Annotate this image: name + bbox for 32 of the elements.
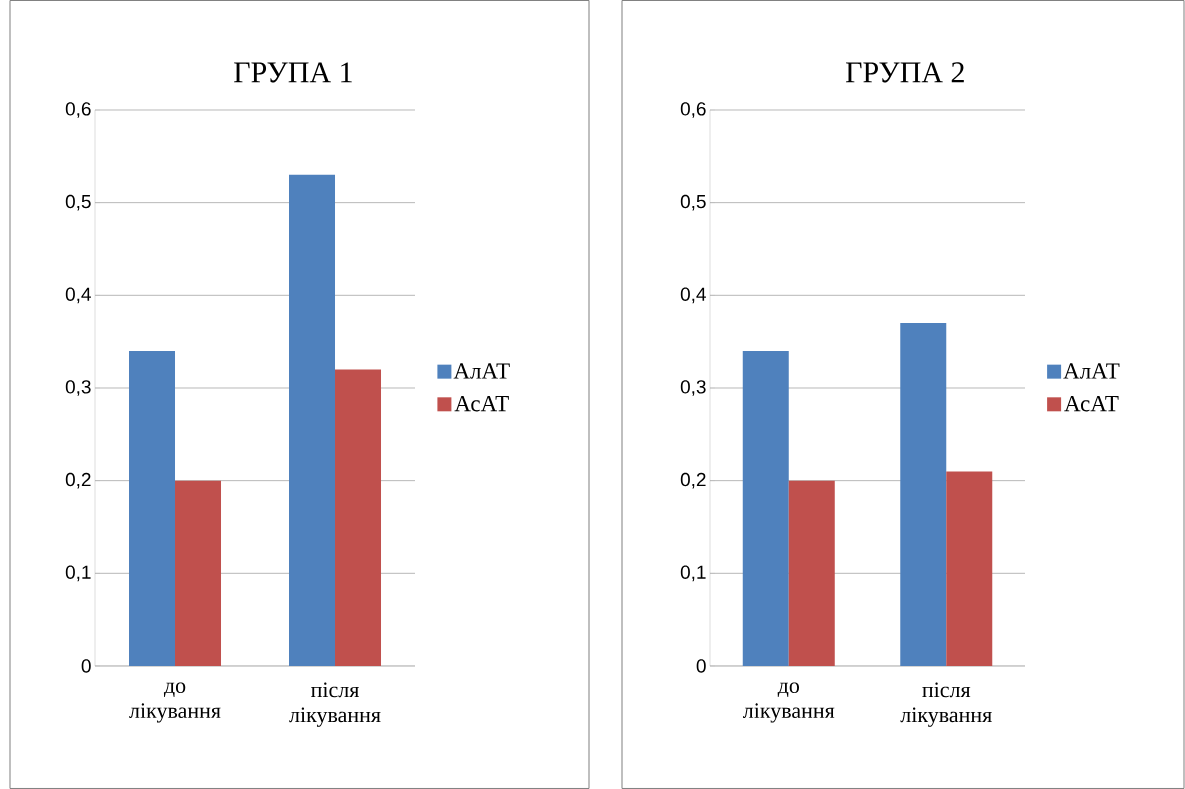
y-tick-label: 0,1 [65, 565, 91, 582]
legend-label: АлАТ [453, 363, 510, 379]
y-tick-label: 0,2 [680, 472, 706, 489]
bar [742, 350, 789, 666]
y-tick-label: 0,3 [65, 380, 91, 396]
bar [900, 323, 947, 666]
bar [788, 480, 835, 666]
x-tick-label: до лікування [742, 682, 835, 723]
y-tick-label: 0,1 [680, 565, 706, 582]
legend-label: АлАТ [1063, 363, 1120, 379]
chart-title: ГРУПА 1 [234, 62, 352, 83]
bar [946, 471, 993, 666]
y-tick-label: 0,2 [65, 472, 91, 489]
legend-label: АсАТ [1064, 395, 1119, 412]
y-tick-label: 0 [696, 659, 706, 673]
y-tick-label: 0,5 [65, 194, 91, 211]
x-tick-label: після лікування [289, 682, 381, 727]
y-tick-label: 0,4 [680, 287, 706, 304]
bar [129, 350, 176, 666]
y-tick-label: 0,3 [680, 380, 706, 396]
x-tick-label: після лікування [900, 682, 992, 727]
y-tick-label: 0,6 [65, 102, 91, 118]
bar [289, 174, 336, 666]
bar [175, 480, 222, 666]
x-tick-label: до лікування [129, 682, 221, 723]
y-tick-label: 0 [81, 659, 91, 673]
y-tick-label: 0,5 [680, 194, 706, 211]
y-tick-label: 0,6 [680, 102, 706, 118]
y-tick-label: 0,4 [65, 287, 91, 304]
legend-label: АсАТ [454, 395, 509, 412]
bar [335, 369, 382, 666]
chart-title: ГРУПА 2 [846, 62, 964, 83]
